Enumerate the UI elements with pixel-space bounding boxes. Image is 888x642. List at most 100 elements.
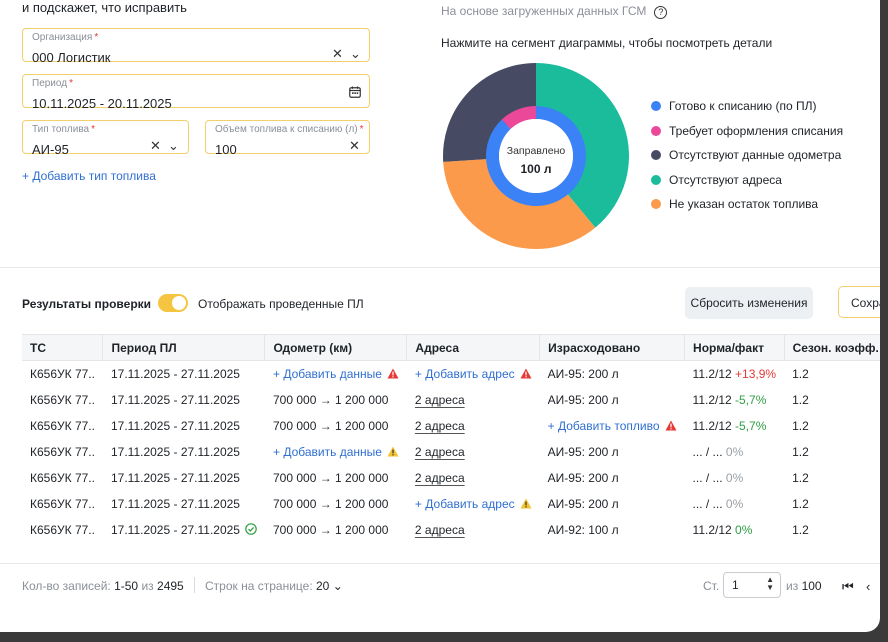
legend-label: Готово к списанию (по ПЛ) (669, 99, 817, 114)
results-table: ТС Период ПЛ Одометр (км) Адреса Израсхо… (22, 334, 880, 543)
season-coef-cell: 1.2 (792, 523, 809, 537)
norm-cell: 11.2/12 0% (692, 523, 753, 537)
fuel-type-value: АИ-95 (32, 142, 69, 157)
warning-icon (520, 368, 532, 379)
address-cell[interactable]: 2 адреса (414, 419, 465, 433)
clear-icon[interactable]: ✕ (332, 46, 343, 61)
chevron-down-icon[interactable]: ⌄ (332, 579, 343, 593)
odometer-cell[interactable]: + Добавить данные (265, 361, 407, 388)
spent-cell: АИ-95: 200 л (547, 497, 619, 511)
results-label: Результаты проверки (22, 297, 152, 311)
check-circle-icon (245, 523, 257, 535)
donut-segment[interactable] (443, 158, 596, 249)
warning-icon (520, 498, 532, 509)
chart-legend: Готово к списанию (по ПЛ) Требует оформл… (651, 94, 843, 217)
odometer-cell: 700 000 → 1 200 000 (272, 393, 389, 407)
season-coef-cell: 1.2 (792, 419, 809, 433)
table-row[interactable]: К656УК 77.. 17.11.2025 - 27.11.2025 700 … (22, 413, 880, 439)
fuel-volume-label: Объем топлива к списанию (л) * (215, 124, 364, 135)
vehicle-cell: К656УК 77.. (30, 497, 95, 511)
donut-segment[interactable] (501, 106, 536, 130)
table-row[interactable]: К656УК 77.. 17.11.2025 - 27.11.2025 700 … (22, 465, 880, 491)
column-header[interactable]: Адреса (406, 334, 541, 361)
address-cell[interactable]: 2 адреса (414, 471, 465, 485)
season-coef-cell: 1.2 (792, 445, 809, 459)
address-cell[interactable]: + Добавить адрес (407, 361, 540, 388)
period-cell: 17.11.2025 - 27.11.2025 (110, 497, 240, 511)
save-button[interactable]: Сохранить (838, 286, 880, 318)
page-stepper-icon[interactable]: ▲ ▼ (766, 575, 774, 592)
legend-item[interactable]: Готово к списанию (по ПЛ) (651, 94, 843, 119)
legend-dot (651, 174, 661, 185)
help-icon[interactable]: ? (654, 6, 668, 19)
address-cell[interactable]: + Добавить адрес (407, 491, 540, 517)
table-row[interactable]: К656УК 77.. 17.11.2025 - 27.11.2025 700 … (22, 517, 880, 543)
odometer-cell[interactable]: + Добавить данные (265, 439, 407, 465)
period-cell: 17.11.2025 - 27.11.2025 (110, 419, 240, 433)
rows-per-page[interactable]: Строк на странице: 20 ⌄ (205, 579, 343, 593)
chart-center-label: Заправлено (507, 145, 566, 157)
organization-select[interactable]: Организация * 000 Логистик ✕ ⌄ (22, 28, 370, 65)
legend-item[interactable]: Отсутствуют адреса (651, 168, 843, 193)
add-fuel-type-link[interactable]: + Добавить тип топлива (22, 169, 156, 183)
period-cell: 17.11.2025 - 27.11.2025 (103, 517, 265, 543)
intro-text: и подскажет, что исправить (22, 0, 187, 15)
fuel-type-label: Тип топлива * (32, 124, 95, 135)
records-count: Кол-во записей: 1-50 из 2495 (22, 579, 184, 593)
period-field[interactable]: Период * 10.11.2025 - 20.11.2025 (22, 74, 370, 111)
vehicle-cell: К656УК 77.. (30, 523, 95, 537)
address-cell[interactable]: 2 адреса (414, 523, 465, 537)
column-header[interactable]: Сезон. коэфф. (784, 334, 880, 361)
address-cell[interactable]: 2 адреса (414, 393, 465, 407)
calendar-icon[interactable] (349, 86, 361, 98)
table-row[interactable]: К656УК 77.. 17.11.2025 - 27.11.2025 + До… (22, 361, 880, 388)
odometer-cell: 700 000 → 1 200 000 (272, 497, 389, 511)
spent-cell: АИ-95: 200 л (547, 367, 619, 381)
footer-separator (194, 577, 195, 593)
legend-item[interactable]: Отсутствуют данные одометра (651, 143, 843, 168)
legend-label: Отсутствуют адреса (669, 172, 782, 187)
odometer-cell: 700 000 → 1 200 000 (272, 523, 389, 537)
column-header[interactable]: ТС (22, 334, 104, 361)
column-header[interactable]: Норма/факт (684, 334, 785, 361)
column-header[interactable]: Одометр (км) (264, 334, 408, 361)
page-number-input[interactable]: 1 ▲ ▼ (723, 572, 781, 598)
section-divider (0, 267, 880, 268)
norm-cell: 11.2/12 +13,9% (692, 367, 777, 381)
vehicle-cell: К656УК 77.. (30, 471, 95, 485)
season-coef-cell: 1.2 (792, 367, 809, 381)
vehicle-cell: К656УК 77.. (30, 393, 95, 407)
spent-cell[interactable]: + Добавить топливо (540, 413, 685, 439)
table-row[interactable]: К656УК 77.. 17.11.2025 - 27.11.2025 700 … (22, 387, 880, 413)
address-cell[interactable]: 2 адреса (414, 445, 465, 459)
norm-cell: ... / ... 0% (692, 445, 744, 459)
fuel-type-select[interactable]: Тип топлива * АИ-95 ✕ ⌄ (22, 120, 189, 157)
donut-chart[interactable]: Заправлено 100 л (443, 63, 629, 249)
clear-icon[interactable]: ✕ (150, 138, 161, 153)
legend-dot (651, 150, 661, 161)
legend-dot (651, 199, 661, 210)
show-completed-toggle[interactable] (158, 294, 188, 312)
column-header[interactable]: Период ПЛ (102, 334, 266, 361)
chart-subtitle: На основе загруженных данных ГСМ? (441, 4, 668, 19)
spent-cell: АИ-92: 100 л (547, 523, 619, 537)
period-cell: 17.11.2025 - 27.11.2025 (110, 367, 240, 381)
donut-segment[interactable] (443, 63, 536, 162)
legend-dot (651, 101, 661, 112)
legend-item[interactable]: Не указан остаток топлива (651, 192, 843, 217)
chevron-down-icon[interactable]: ⌄ (168, 138, 179, 153)
warning-icon (387, 446, 399, 457)
period-cell: 17.11.2025 - 27.11.2025 (110, 471, 240, 485)
vehicle-cell: К656УК 77.. (30, 419, 95, 433)
column-header[interactable]: Израсходовано (539, 334, 686, 361)
fuel-volume-input[interactable]: Объем топлива к списанию (л) * 100 ✕ (205, 120, 370, 157)
legend-item[interactable]: Требует оформления списания (651, 119, 843, 144)
clear-icon[interactable]: ✕ (349, 138, 360, 153)
first-page-icon[interactable]: ⏮ (842, 579, 854, 594)
fuel-volume-value: 100 (215, 142, 237, 157)
chevron-down-icon[interactable]: ⌄ (350, 46, 361, 61)
reset-changes-button[interactable]: Сбросить изменения (685, 287, 813, 319)
table-row[interactable]: К656УК 77.. 17.11.2025 - 27.11.2025 700 … (22, 491, 880, 517)
table-row[interactable]: К656УК 77.. 17.11.2025 - 27.11.2025 + До… (22, 439, 880, 465)
prev-page-icon[interactable]: ‹ (866, 579, 871, 594)
